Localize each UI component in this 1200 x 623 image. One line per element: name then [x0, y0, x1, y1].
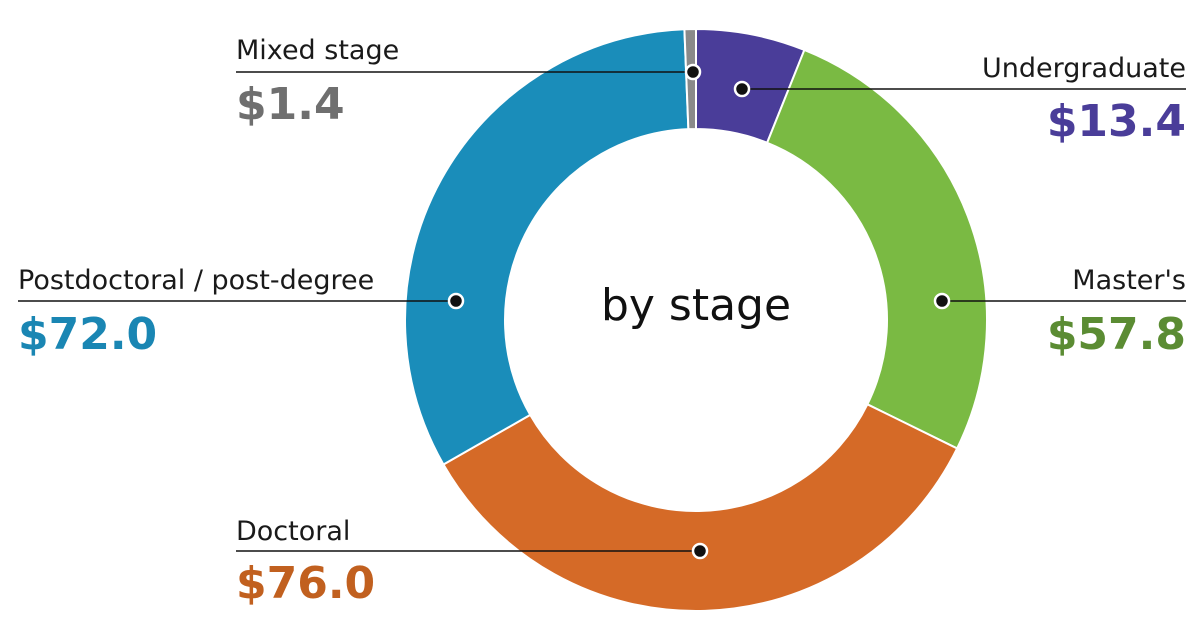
- category-label-postdoctoral-post-degree: Postdoctoral / post-degree: [18, 265, 374, 296]
- slice-labels: Undergraduate $13.4 Master's $57.8 Doctoral $…: [18, 35, 1186, 609]
- value-label-postdoctoral-post-degree: $72.0: [18, 309, 157, 360]
- donut-slice-postdoctoral-post-degree: [404, 28, 690, 466]
- chart-center-title: by stage: [601, 280, 791, 331]
- donut-slice-doctoral: [442, 402, 959, 612]
- leader-dot-doctoral: [691, 542, 709, 560]
- leader-dot-master-s: [933, 292, 951, 310]
- leader-dot-mixed-stage: [684, 63, 702, 81]
- category-label-undergraduate: Undergraduate: [982, 53, 1186, 84]
- donut-slices: [404, 27, 988, 612]
- leader-dot-postdoctoral-post-degree: [447, 292, 465, 310]
- leader-dot-undergraduate: [733, 80, 751, 98]
- category-label-doctoral: Doctoral: [236, 516, 350, 547]
- value-label-mixed-stage: $1.4: [236, 79, 345, 130]
- value-label-undergraduate: $13.4: [1047, 96, 1186, 147]
- category-label-master-s: Master's: [1072, 265, 1186, 296]
- leader-lines: [18, 63, 1186, 560]
- value-label-doctoral: $76.0: [236, 558, 375, 609]
- donut-slice-master-s: [765, 48, 988, 450]
- value-label-master-s: $57.8: [1047, 309, 1186, 360]
- category-label-mixed-stage: Mixed stage: [236, 35, 399, 66]
